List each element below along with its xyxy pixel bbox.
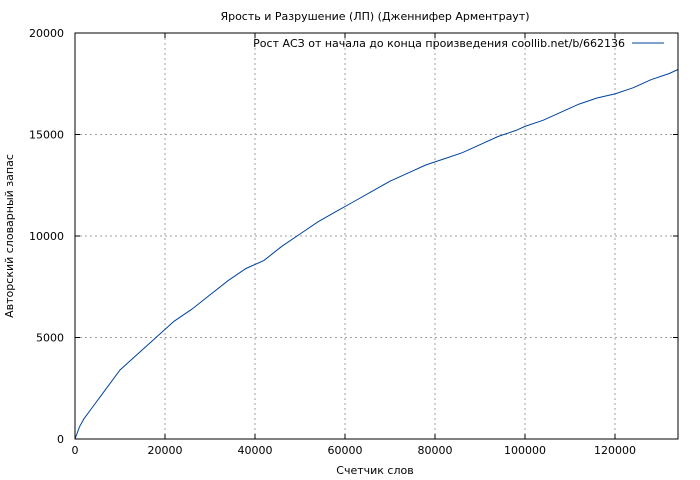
y-tick-label: 5000 <box>36 332 64 345</box>
series-group <box>74 69 679 440</box>
x-tick-label: 100000 <box>504 444 546 457</box>
x-tick-label: 120000 <box>594 444 636 457</box>
x-axis-label: Счетчик слов <box>336 464 413 477</box>
series-line <box>74 69 679 440</box>
chart-title: Ярость и Разрушение (ЛП) (Дженнифер Арме… <box>220 10 529 23</box>
plot-border <box>74 32 679 440</box>
x-tick-label: 0 <box>72 444 79 457</box>
axis-ticks: 0 20000 40000 60000 80000 100000 120000 0 5000 10… <box>29 27 678 457</box>
grid-lines <box>75 33 678 439</box>
y-tick-label: 20000 <box>29 27 64 40</box>
legend: Рост АСЗ от начала до конца произведения… <box>253 37 664 50</box>
y-tick-label: 10000 <box>29 230 64 243</box>
x-tick-label: 60000 <box>328 444 363 457</box>
x-tick-label: 40000 <box>238 444 273 457</box>
x-tick-label: 20000 <box>148 444 183 457</box>
y-axis-label: Авторский словарный запас <box>3 154 16 318</box>
x-tick-label: 80000 <box>418 444 453 457</box>
y-tick-label: 15000 <box>29 129 64 142</box>
y-tick-label: 0 <box>57 433 64 446</box>
legend-label: Рост АСЗ от начала до конца произведения… <box>253 37 625 50</box>
